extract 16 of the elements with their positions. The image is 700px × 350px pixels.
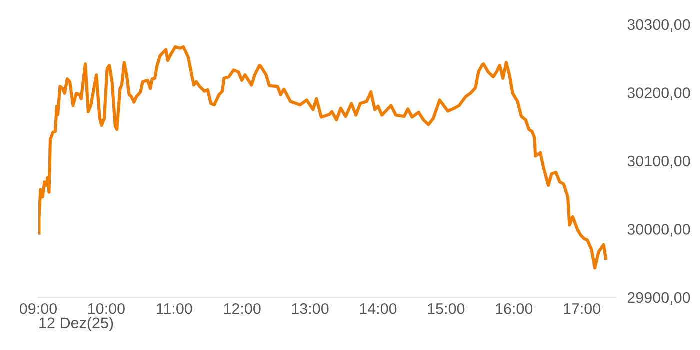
- x-tick-label: 11:00: [156, 303, 192, 314]
- x-tick-label: 13:00: [292, 303, 329, 314]
- x-axis-title: 12 Dez(25): [40, 317, 114, 332]
- x-tick-label: 09:00: [20, 303, 58, 314]
- y-tick-label: 30000,00: [628, 224, 690, 237]
- x-tick-label: 15:00: [428, 303, 465, 314]
- x-tick-label: 17:00: [564, 303, 601, 314]
- y-tick-label: 30200,00: [628, 88, 690, 100]
- x-tick-label: 10:00: [88, 303, 125, 314]
- y-tick-label: 30100,00: [628, 156, 690, 168]
- y-tick-label: 29900,00: [628, 292, 690, 305]
- x-tick-label: 16:00: [496, 303, 533, 314]
- y-tick-label: 30300,00: [628, 19, 690, 32]
- x-tick-label: 14:00: [360, 303, 397, 314]
- line-series: [38, 45, 608, 270]
- x-tick-label: 12:00: [224, 303, 261, 314]
